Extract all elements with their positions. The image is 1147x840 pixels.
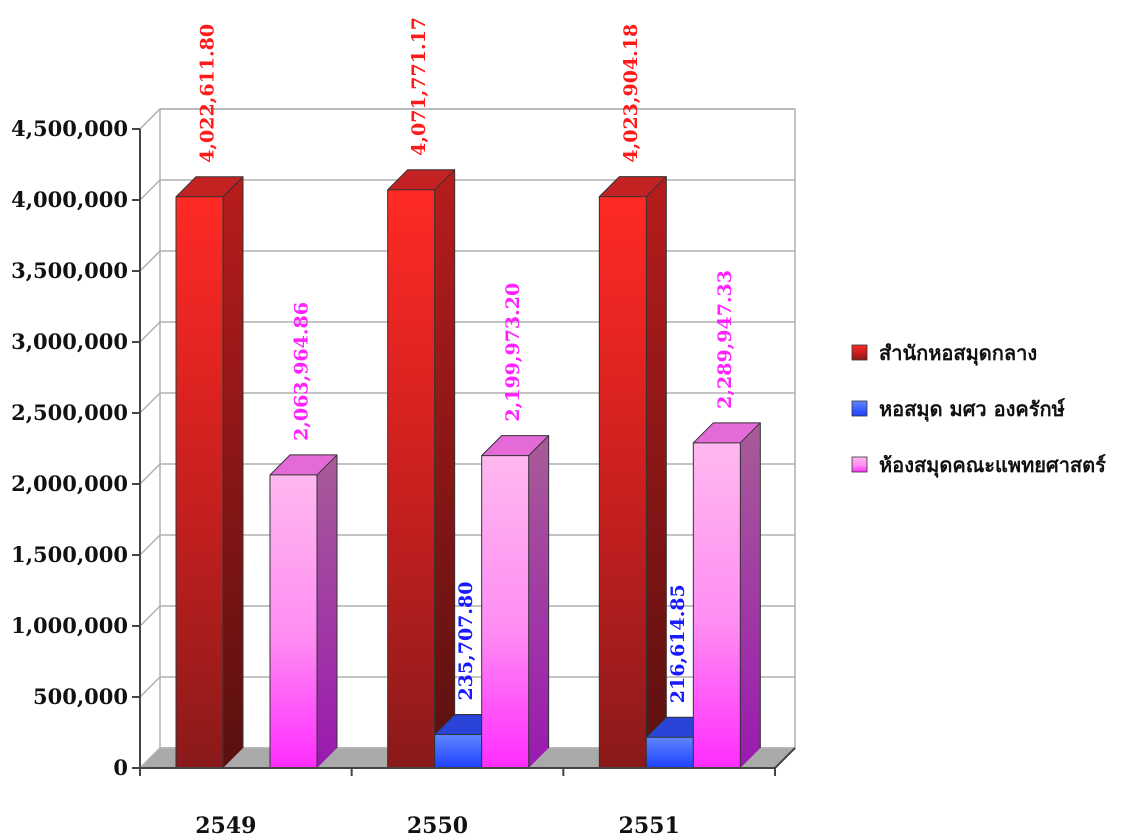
bar-สำนักหอสมุดกลาง-2549	[175, 176, 244, 768]
x-tick-label: 2549	[195, 813, 256, 839]
bar-สำนักหอสมุดกลาง-2551	[598, 176, 667, 769]
bar-ห้องสมุดคณะแพทยศาสตร์-2549	[269, 454, 338, 768]
data-label: 235,707.80	[455, 582, 477, 701]
bar-outline	[175, 176, 244, 768]
y-tick-label: 1,000,000	[11, 613, 128, 638]
data-label: 2,063,964.86	[291, 302, 313, 441]
bar-edge	[222, 176, 244, 198]
gridline-side	[139, 108, 161, 130]
legend-label: สำนักหอสมุดกลาง	[879, 341, 1037, 366]
bar-top	[693, 422, 761, 443]
bar-front	[481, 455, 529, 768]
y-tick-label: 2,000,000	[11, 471, 128, 496]
x-tick-label: 2551	[619, 813, 680, 839]
y-tick-label: 1,500,000	[11, 542, 128, 567]
bar-outline	[481, 435, 550, 768]
y-tick-label: 4,000,000	[11, 187, 128, 212]
y-tick-label: 500,000	[33, 684, 128, 709]
bar-front	[387, 189, 435, 769]
y-tick-label: 2,500,000	[11, 400, 128, 425]
data-label: 2,289,947.33	[714, 270, 736, 409]
data-label: 216,614.85	[667, 584, 689, 703]
y-tick-label: 3,000,000	[11, 329, 128, 354]
gridline-side	[139, 321, 161, 343]
y-tick-label: 3,500,000	[11, 258, 128, 283]
bar-top	[270, 454, 337, 475]
y-tick-label: 4,500,000	[11, 116, 128, 141]
bar-top	[176, 176, 243, 197]
back-wall	[159, 108, 796, 749]
bar-edge	[316, 454, 338, 476]
bar-side	[223, 176, 243, 768]
bar-สำนักหอสมุดกลาง-2550	[387, 169, 456, 769]
bar-side	[434, 169, 455, 769]
bar-front	[270, 474, 317, 768]
bar-side	[528, 435, 549, 768]
bar-edge	[434, 169, 456, 191]
data-label: 4,022,611.80	[197, 24, 219, 163]
bar-top	[599, 176, 667, 197]
bar-front	[599, 196, 647, 769]
x-tick-label: 2550	[407, 813, 468, 839]
bar-top	[387, 169, 455, 190]
bar-outline	[598, 176, 667, 768]
bar-top	[481, 435, 549, 456]
y-tick-label: 0	[113, 755, 128, 780]
bar-ห้องสมุดคณะแพทยศาสตร์-2550	[481, 435, 550, 768]
legend-swatch	[851, 456, 868, 473]
bar-side	[740, 422, 761, 768]
gridline-side	[139, 605, 161, 627]
bar-outline	[269, 454, 338, 768]
gridline-side	[139, 179, 161, 201]
bar-side	[646, 176, 667, 769]
gridline-side	[139, 534, 161, 556]
gridline-side	[139, 250, 161, 272]
x-axis-depth-line	[774, 747, 796, 769]
bar-front	[434, 734, 482, 768]
bar-front	[176, 196, 223, 768]
bar-edge	[645, 176, 667, 197]
data-label: 2,199,973.20	[502, 283, 524, 422]
data-label: 4,071,771.17	[408, 17, 430, 156]
bar-ห้องสมุดคณะแพทยศาสตร์-2551	[692, 422, 761, 768]
gridline-side	[139, 463, 161, 485]
bar-edge	[739, 422, 761, 444]
bar-front	[646, 737, 694, 768]
bar-side	[317, 454, 337, 768]
data-label: 4,023,904.18	[620, 24, 642, 163]
bar-front	[693, 442, 741, 768]
legend-swatch	[851, 400, 868, 417]
gridline-side	[139, 747, 161, 769]
legend-label: หอสมุด มศว องครักษ์	[879, 397, 1065, 422]
gridline-side	[139, 392, 161, 414]
legend-label: ห้องสมุดคณะแพทยศาสตร์	[879, 453, 1106, 478]
gridline-side	[139, 676, 161, 698]
bar-outline	[692, 422, 761, 768]
legend-swatch	[851, 344, 868, 361]
bar-outline	[387, 169, 456, 768]
bar-edge	[528, 435, 550, 456]
